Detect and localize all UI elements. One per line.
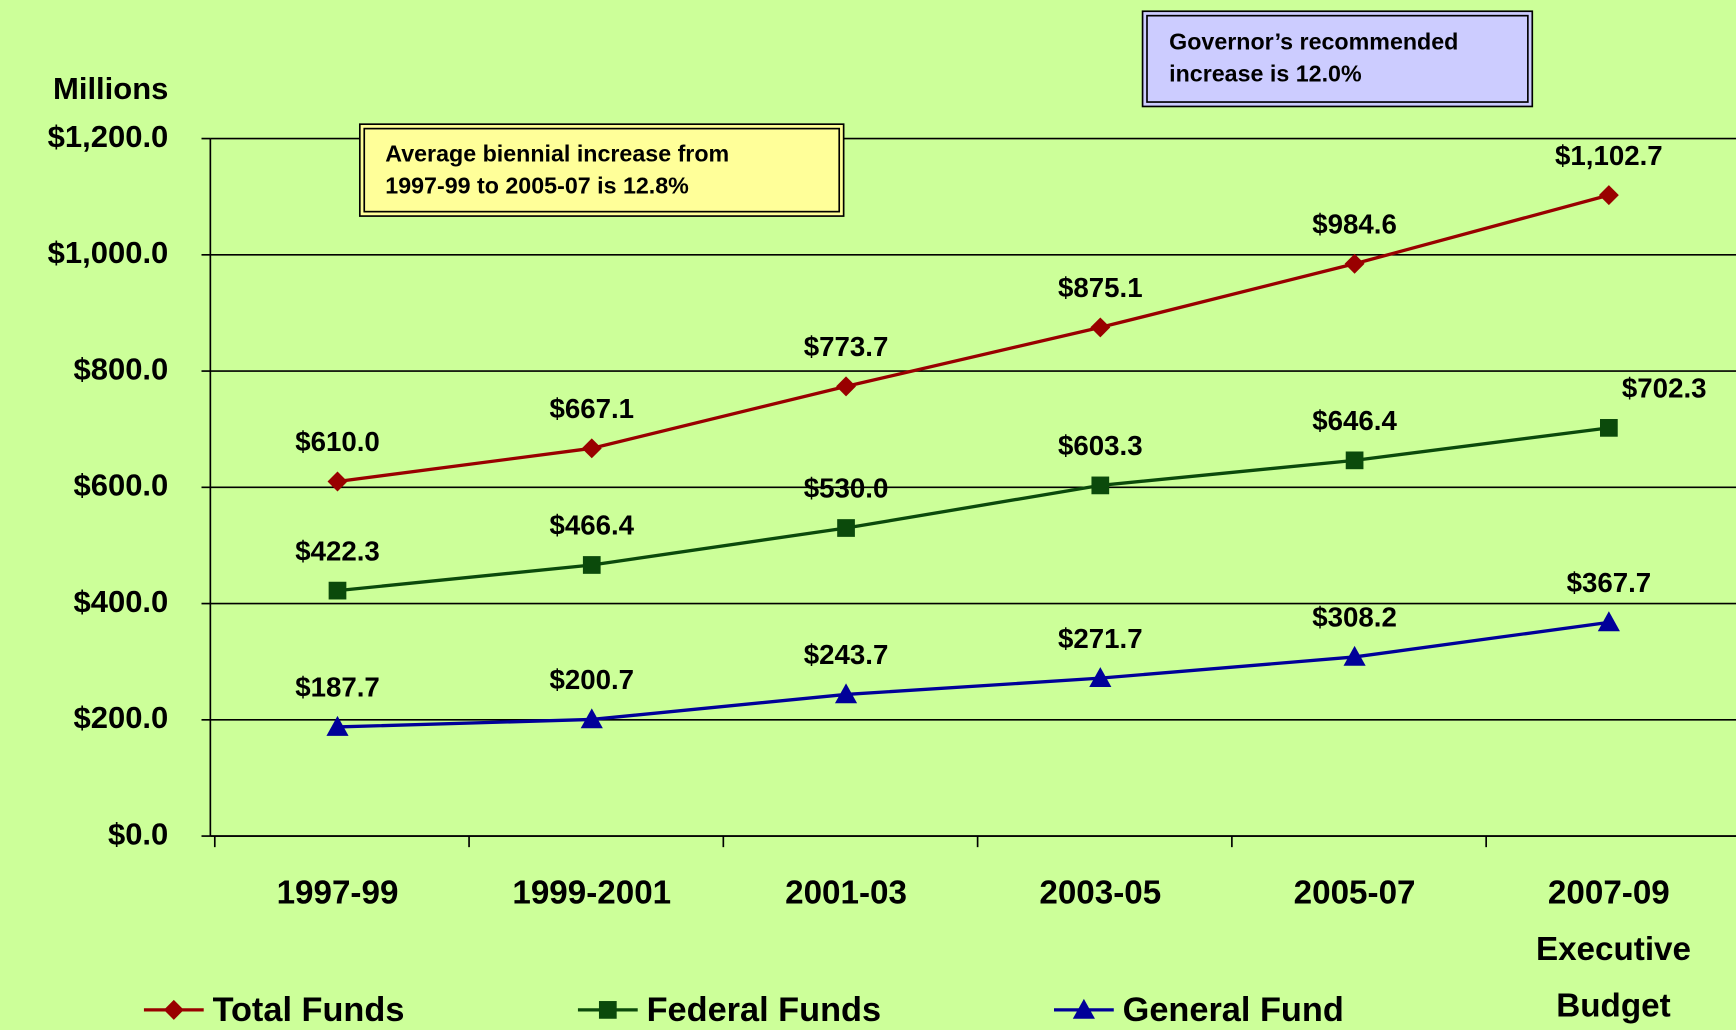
y-tick-label: $800.0 (74, 351, 169, 386)
annotation-text: Average biennial increase from (385, 140, 729, 166)
annotation-text: 1997-99 to 2005-07 is 12.8% (385, 172, 689, 198)
data-label: $1,102.7 (1555, 140, 1663, 171)
y-tick-label: $1,200.0 (48, 119, 169, 154)
y-tick-label: $0.0 (108, 816, 168, 851)
marker (582, 556, 601, 574)
annotation-text: Governor’s recommended (1169, 28, 1458, 54)
data-label: $243.7 (804, 639, 889, 670)
data-label: $610.0 (295, 426, 380, 457)
x-tick-label: 1997-99 (277, 875, 399, 912)
data-label: $271.7 (1058, 623, 1143, 654)
data-label: $466.4 (549, 510, 634, 541)
marker (1091, 476, 1110, 495)
legend-item: Total Funds (143, 991, 405, 1029)
x-tick-label: 1999-2001 (512, 875, 671, 912)
annotation-box-inner (363, 127, 841, 213)
marker (1072, 998, 1095, 1019)
marker (1598, 185, 1619, 206)
data-label: $422.3 (295, 535, 380, 566)
marker (580, 708, 603, 729)
data-label: $984.6 (1312, 208, 1397, 239)
marker (834, 683, 858, 704)
y-tick-label: $200.0 (74, 700, 169, 735)
marker (837, 519, 855, 537)
data-label: $603.3 (1058, 430, 1143, 461)
marker (328, 581, 347, 600)
annotation-box (358, 123, 845, 217)
marker (598, 1001, 617, 1019)
data-label: $646.4 (1312, 405, 1397, 436)
data-label: $773.7 (804, 331, 889, 362)
marker (1600, 419, 1618, 437)
data-label: $187.7 (295, 672, 380, 703)
marker (326, 715, 349, 736)
marker (581, 438, 602, 459)
data-label: $530.0 (804, 473, 889, 504)
y-tick-label: $1,000.0 (48, 235, 169, 270)
marker (1090, 317, 1111, 338)
legend-item: General Fund (1054, 991, 1344, 1029)
marker (836, 376, 857, 397)
x-tick-label: 2005-07 (1294, 875, 1416, 912)
data-label: $875.1 (1058, 272, 1143, 303)
line (337, 193, 1610, 484)
data-label: $667.1 (549, 393, 634, 424)
data-label: $702.3 (1622, 373, 1707, 404)
marker (1089, 667, 1112, 688)
legend-label: General Fund (1123, 991, 1344, 1029)
marker (1597, 611, 1620, 632)
marker (163, 999, 184, 1020)
x-tick-label: 2003-05 (1039, 875, 1161, 912)
annotation-box (1141, 10, 1534, 108)
legend-item: Federal Funds (577, 991, 882, 1029)
x-tick-label: 2007-09 Executive Budget (1527, 875, 1691, 1025)
data-label: $200.7 (549, 664, 634, 695)
line (337, 426, 1610, 593)
legend-label: Federal Funds (647, 991, 882, 1029)
annotation-text: increase is 12.0% (1169, 61, 1362, 87)
marker (1345, 451, 1364, 470)
annotation-box-inner (1146, 14, 1529, 103)
y-tick-label: $400.0 (74, 584, 169, 619)
line (337, 620, 1610, 729)
y-axis-label: Millions (53, 71, 168, 106)
x-tick-label: 2001-03 (785, 875, 907, 912)
data-label: $308.2 (1312, 602, 1397, 633)
y-tick-label: $600.0 (74, 468, 169, 503)
marker (1343, 645, 1366, 666)
legend-label: Total Funds (213, 991, 405, 1029)
data-label: $367.7 (1567, 567, 1652, 598)
marker (327, 471, 348, 492)
